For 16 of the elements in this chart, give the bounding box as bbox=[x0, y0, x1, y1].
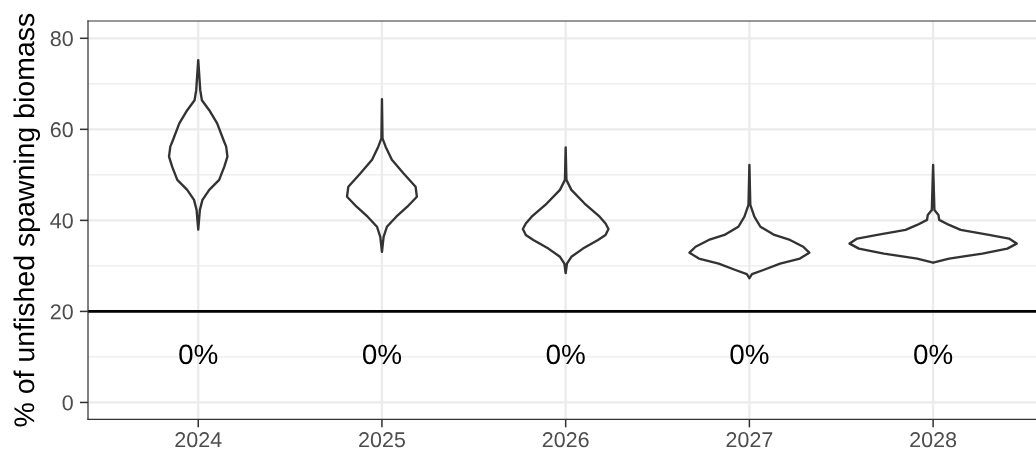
y-axis-title: % of unfished spawning biomass bbox=[13, 13, 41, 427]
y-tick-label: 20 bbox=[50, 304, 73, 320]
annotation: 0% bbox=[362, 344, 402, 365]
x-tick-label: 2025 bbox=[359, 432, 405, 448]
annotation: 0% bbox=[914, 344, 953, 365]
x-tick-label: 2024 bbox=[175, 432, 222, 448]
x-tick-label: 2026 bbox=[542, 432, 589, 448]
annotation: 0% bbox=[179, 344, 218, 365]
y-tick-label: 60 bbox=[50, 122, 73, 138]
y-tick-label: 40 bbox=[50, 213, 73, 229]
y-tick-label: 80 bbox=[50, 31, 73, 47]
y-tick-label: 0 bbox=[62, 395, 73, 411]
x-tick-label: 2027 bbox=[726, 432, 773, 448]
x-tick-label: 2028 bbox=[910, 432, 957, 448]
annotation: 0% bbox=[730, 344, 769, 365]
annotation: 0% bbox=[546, 344, 585, 365]
